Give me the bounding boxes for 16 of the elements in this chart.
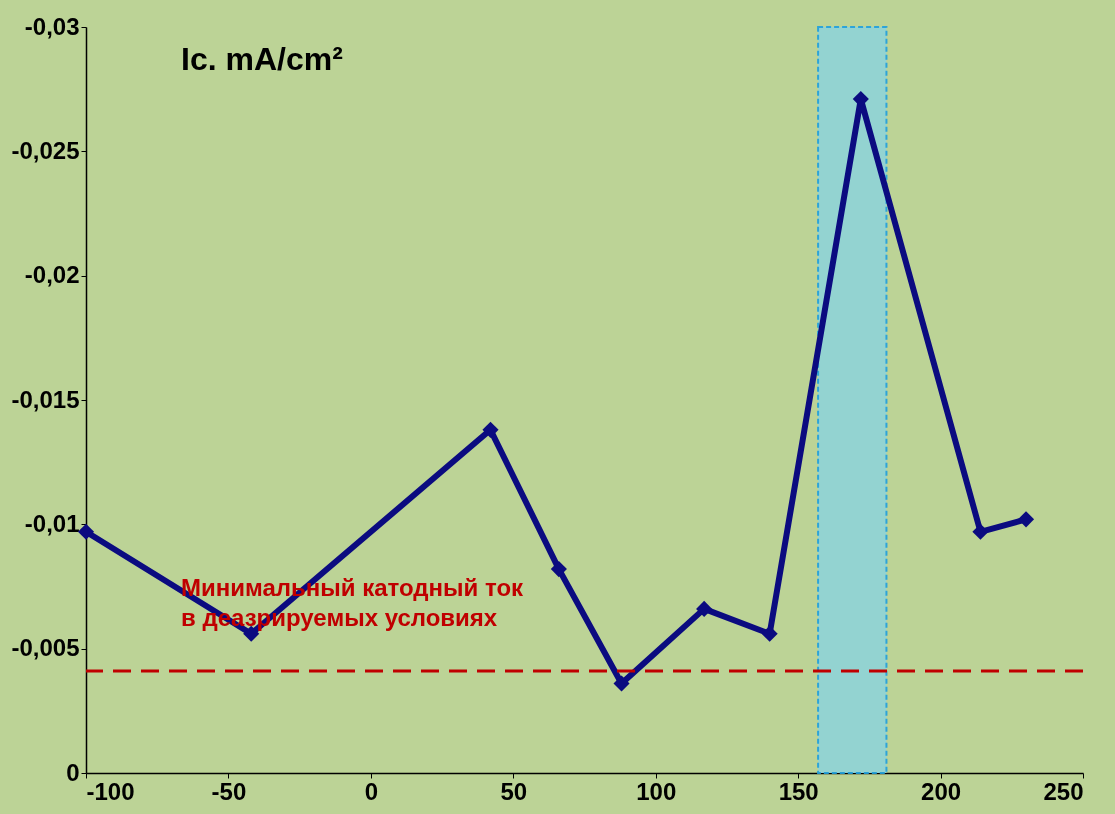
y-tick-label: -0,015 bbox=[11, 385, 80, 413]
y-tick-label: -0,025 bbox=[11, 136, 80, 164]
y-tick-label: -0,005 bbox=[11, 634, 80, 662]
x-tick-label: 0 bbox=[364, 777, 379, 805]
y-tick-label: -0,01 bbox=[24, 509, 80, 537]
x-tick-label: 50 bbox=[500, 777, 528, 805]
y-tick-label: -0,02 bbox=[24, 261, 80, 289]
x-tick-label: 150 bbox=[778, 777, 819, 805]
y-axis-title: Ic. mA/cm² bbox=[181, 41, 343, 77]
x-tick-label: 250 bbox=[1043, 777, 1084, 805]
x-tick-label: 200 bbox=[921, 777, 962, 805]
x-tick-label: -100 bbox=[86, 777, 135, 805]
x-tick-label: 100 bbox=[636, 777, 677, 805]
y-tick-label: 0 bbox=[66, 758, 80, 786]
y-tick-label: -0,03 bbox=[24, 12, 80, 40]
x-tick-label: -50 bbox=[211, 777, 247, 805]
